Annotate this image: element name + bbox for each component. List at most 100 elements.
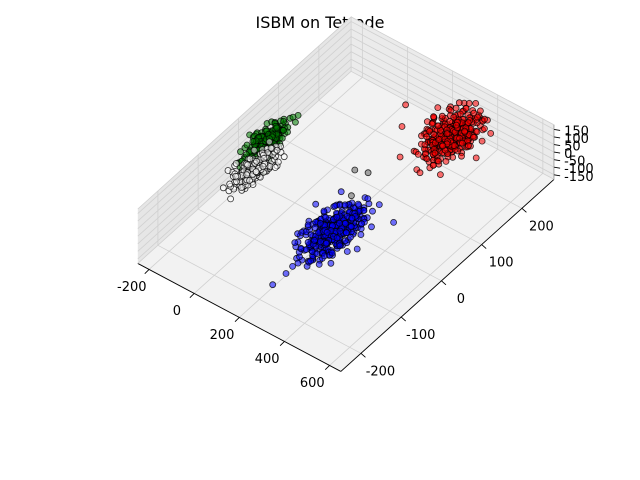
z-tick-label: -50: [564, 155, 585, 170]
scatter-point: [310, 236, 318, 244]
scatter-point: [237, 148, 244, 156]
x-tick-label: -200: [117, 280, 147, 295]
scatter-point: [294, 259, 302, 267]
scatter-point: [243, 141, 251, 149]
scatter-point: [311, 224, 319, 232]
y-tick-tick: [481, 244, 487, 249]
scatter-point: [353, 245, 361, 253]
scatter-point: [478, 137, 486, 145]
scatter-point: [328, 249, 336, 257]
scatter-point: [438, 112, 446, 120]
scatter-point: [337, 188, 345, 196]
scatter-point: [398, 123, 406, 130]
y-tick-label: -100: [406, 328, 436, 343]
scatter-point: [465, 100, 473, 107]
scatter-point: [313, 250, 321, 258]
scatter-point: [443, 130, 451, 138]
x-tick-label: 0: [173, 304, 181, 319]
scatter-point: [304, 238, 312, 246]
z-tick-tick: [554, 159, 561, 162]
scatter-point: [219, 184, 227, 192]
scatter-point: [430, 113, 437, 120]
scatter-point: [421, 141, 429, 149]
scatter-point: [476, 107, 484, 115]
y-tick-label: 200: [529, 219, 554, 234]
scatter-point: [416, 169, 424, 177]
scatter-point: [320, 207, 328, 215]
x-tick-tick: [234, 317, 240, 322]
scatter-point: [434, 122, 442, 130]
grid-line-z: [137, 28, 352, 222]
scatter-point: [439, 142, 447, 150]
axis-panes: [137, 16, 555, 372]
scatter-point: [436, 171, 444, 179]
scatter-point: [316, 238, 324, 245]
scatter-point: [472, 100, 480, 107]
scatter-point: [289, 113, 297, 121]
scatter-point: [331, 202, 339, 210]
scatter-point: [452, 121, 460, 129]
x-tick-label: 600: [300, 376, 325, 391]
scatter-point: [252, 168, 260, 176]
scatter-point: [341, 237, 349, 245]
scatter-point: [259, 162, 267, 170]
scatter-point: [289, 262, 297, 270]
scatter-point: [354, 200, 362, 208]
scatter-point: [481, 115, 488, 123]
grid-line-z-wall: [350, 21, 555, 130]
scatter-point: [243, 171, 251, 179]
scatter-point: [246, 155, 254, 163]
z-tick-tick: [554, 136, 561, 139]
z-tick-tick: [554, 174, 561, 177]
scatter-point: [470, 133, 477, 141]
x-tick-label: 400: [255, 352, 280, 367]
scatter-point: [224, 167, 232, 174]
scatter-point: [271, 164, 279, 171]
scatter-point: [446, 118, 454, 125]
scatter-point: [246, 177, 254, 184]
scatter-point: [342, 229, 350, 237]
z-tick-label: 150: [564, 124, 589, 139]
scatter-point: [343, 248, 351, 255]
x-tick-tick: [324, 365, 330, 370]
scatter-point: [347, 192, 355, 200]
scatter-point: [461, 127, 469, 135]
grid-line-z-wall: [350, 36, 555, 145]
scatter-point: [336, 242, 344, 250]
z-tick-label: -150: [564, 170, 594, 185]
scatter-point: [364, 169, 372, 177]
scatter-point: [450, 142, 458, 149]
tick-labels: -2000200400600-200-1000100200-150-100-50…: [117, 124, 594, 391]
z-tick-label: -100: [564, 162, 594, 177]
scatter-point: [458, 139, 466, 147]
scatter-point: [322, 239, 330, 247]
scatter-point: [237, 184, 245, 191]
z-tick-tick: [554, 151, 561, 154]
scatter-point: [455, 99, 463, 107]
scatter-point: [472, 154, 480, 162]
scatter-point: [348, 214, 356, 222]
scatter-point: [375, 201, 383, 209]
scatter-point: [458, 152, 465, 160]
x-tick-tick: [144, 269, 150, 274]
scatter-point: [250, 146, 258, 154]
y-axis-line: [340, 178, 555, 372]
scatter-point: [434, 104, 442, 111]
scatter-point: [347, 223, 355, 231]
scatter-point: [273, 146, 281, 154]
scatter-point: [364, 195, 372, 203]
scatter-point: [464, 119, 472, 126]
scatter-point: [280, 153, 288, 161]
scatter-point: [323, 228, 331, 236]
scatter-point: [253, 157, 260, 165]
scatter-point: [333, 234, 341, 242]
grid-line-z: [137, 43, 352, 237]
scatter-point: [336, 219, 343, 227]
scatter-point: [480, 125, 488, 133]
scatter-point: [429, 161, 437, 169]
scatter-point: [316, 219, 324, 227]
grid-line-y: [157, 244, 362, 354]
scatter-point: [357, 231, 365, 239]
scatter-point: [244, 161, 252, 169]
scatter-point: [327, 259, 335, 267]
